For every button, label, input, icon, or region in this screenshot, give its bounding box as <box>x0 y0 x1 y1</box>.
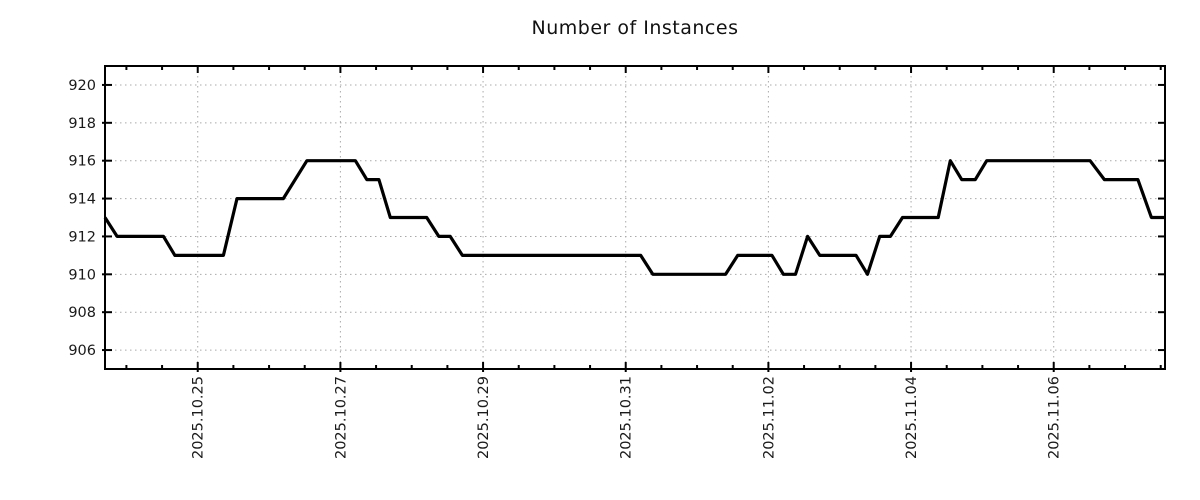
y-tick-label: 914 <box>68 192 96 208</box>
x-tick-label: 2025.11.02 <box>761 376 777 459</box>
y-tick-label: 906 <box>68 343 96 359</box>
x-tick-label: 2025.10.27 <box>333 376 349 459</box>
y-tick-label: 916 <box>68 154 96 170</box>
data-line-instances <box>103 159 1165 276</box>
y-tick-label: 910 <box>68 267 96 283</box>
x-tick-label: 2025.11.06 <box>1047 376 1063 459</box>
y-tick-label: 908 <box>68 305 96 321</box>
plot-border <box>104 65 1166 370</box>
x-tick-label: 2025.10.29 <box>476 376 492 459</box>
x-tick-label: 2025.11.04 <box>904 376 920 459</box>
y-tick-label: 918 <box>68 116 96 132</box>
chart-title: Number of Instances <box>531 17 739 39</box>
x-tick-label: 2025.10.31 <box>619 376 635 459</box>
y-tick-label: 912 <box>68 229 96 245</box>
x-tick-label: 2025.10.25 <box>191 376 207 459</box>
y-tick-label: 920 <box>68 78 96 94</box>
